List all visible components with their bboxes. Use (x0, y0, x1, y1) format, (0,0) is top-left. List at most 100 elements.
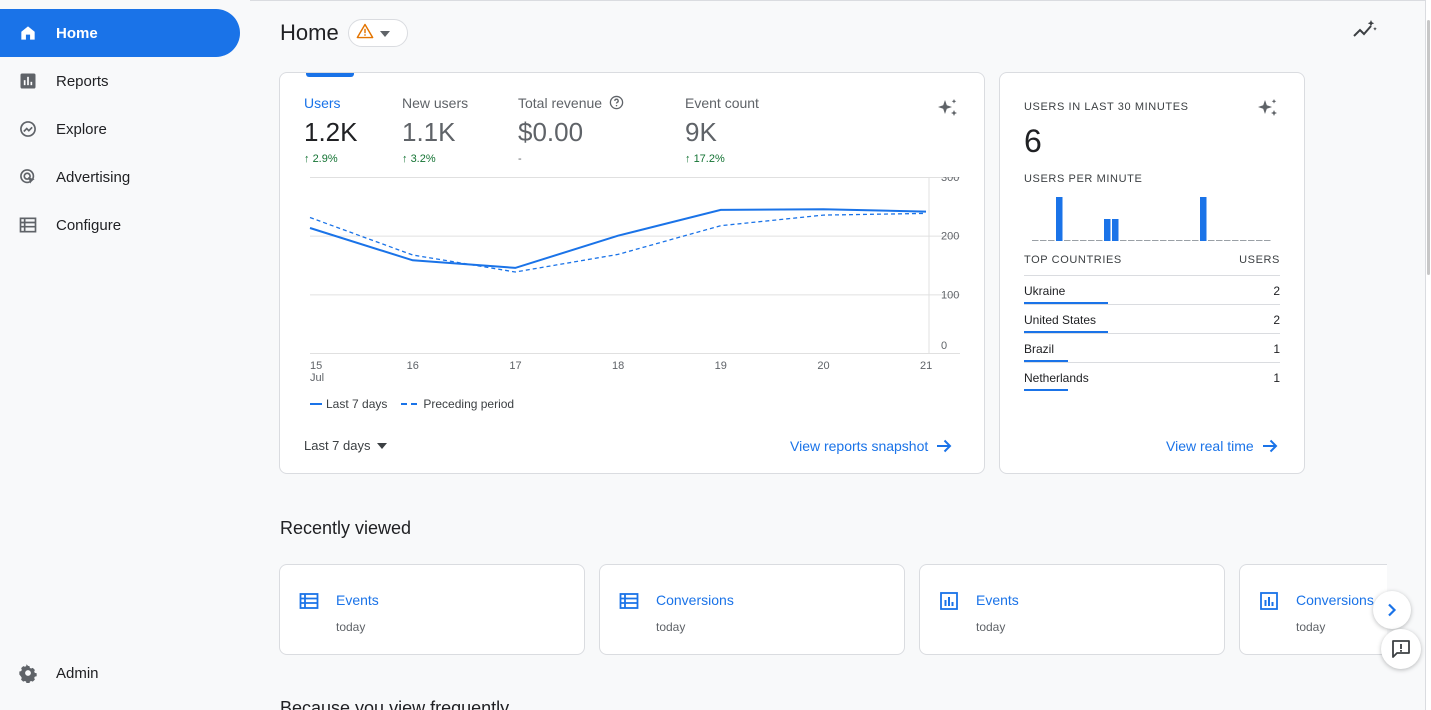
gear-icon (18, 663, 38, 683)
minute-bar[interactable] (1112, 219, 1119, 241)
minute-bar[interactable] (1152, 240, 1159, 241)
minute-bar[interactable] (1256, 240, 1263, 241)
minute-bar[interactable] (1168, 240, 1175, 241)
recent-item-title: Conversions (1296, 592, 1374, 608)
users-column-header: USERS (1239, 254, 1280, 266)
minute-bar[interactable] (1264, 240, 1271, 241)
minute-bar[interactable] (1160, 240, 1167, 241)
metric-label: Total revenue (518, 95, 624, 111)
legend-current: Last 7 days (326, 397, 388, 411)
view-real-time-link[interactable]: View real time (1166, 438, 1278, 454)
minute-bar[interactable] (1216, 240, 1223, 241)
nav-admin-label: Admin (56, 664, 99, 682)
minute-bar[interactable] (1120, 240, 1127, 241)
sparkle-insights-icon[interactable] (1256, 97, 1280, 121)
metric-total-revenue[interactable]: Total revenue $0.00 - (518, 95, 624, 165)
country-name: Netherlands (1024, 371, 1089, 385)
minute-bar[interactable] (1096, 240, 1103, 241)
nav-reports[interactable]: Reports (0, 57, 240, 105)
date-range-dropdown[interactable]: Last 7 days (304, 438, 387, 453)
legend-solid-swatch (310, 403, 322, 405)
arrow-up-icon: ↑ (685, 153, 691, 165)
nav-configure[interactable]: Configure (0, 201, 240, 249)
metric-users[interactable]: Users 1.2K ↑ 2.9% (304, 95, 358, 165)
minute-bar[interactable] (1056, 197, 1063, 241)
recent-item-card[interactable]: Conversions today (599, 564, 905, 655)
metric-delta-value: 3.2% (410, 153, 436, 165)
recent-item-card[interactable]: Events today (279, 564, 585, 655)
legend-previous: Preceding period (423, 397, 515, 411)
nav-admin[interactable]: Admin (0, 649, 240, 697)
minute-bar[interactable] (1192, 240, 1199, 241)
country-share-bar (1024, 331, 1109, 333)
date-range-label: Last 7 days (304, 438, 371, 453)
country-name: Brazil (1024, 342, 1055, 356)
arrow-up-icon: ↑ (402, 153, 408, 165)
sparkle-insights-icon[interactable] (936, 97, 960, 121)
caret-down-icon (380, 24, 390, 42)
help-icon[interactable] (609, 95, 624, 110)
carousel-next-button[interactable] (1373, 591, 1411, 629)
series-line-preceding-period (309, 212, 927, 273)
feedback-button[interactable] (1381, 629, 1421, 669)
minute-bar[interactable] (1184, 240, 1191, 241)
minute-bar[interactable] (1048, 240, 1055, 241)
x-tick-label: 18 (612, 360, 624, 372)
minute-bar[interactable] (1104, 219, 1111, 241)
y-tick-label: 100 (941, 289, 959, 301)
minute-bar[interactable] (1080, 240, 1087, 241)
minute-bar[interactable] (1064, 240, 1071, 241)
metric-delta-value: 2.9% (312, 153, 338, 165)
series-line-last-7-days (309, 208, 927, 269)
minute-bar[interactable] (1208, 240, 1215, 241)
nav-home[interactable]: Home (0, 9, 240, 57)
nav-advertising[interactable]: Advertising (0, 153, 240, 201)
metric-delta-value: 17.2% (693, 153, 725, 165)
property-warning-dropdown[interactable] (348, 19, 408, 47)
insights-icon (1353, 20, 1377, 37)
minute-bar[interactable] (1224, 240, 1231, 241)
minute-bar[interactable] (1032, 240, 1039, 241)
metric-label: New users (402, 95, 469, 111)
country-share-bar (1024, 389, 1068, 391)
metric-new-users[interactable]: New users 1.1K ↑ 3.2% (402, 95, 468, 165)
metric-event-count[interactable]: Event count 9K ↑ 17.2% (685, 95, 759, 165)
scrollbar-track[interactable] (1425, 0, 1431, 710)
minute-bar[interactable] (1248, 240, 1255, 241)
metric-label: Event count (685, 95, 759, 111)
recent-item-time: today (656, 620, 686, 634)
insights-button[interactable] (1352, 18, 1378, 42)
chevron-right-icon (1388, 603, 1397, 617)
minute-bar[interactable] (1144, 240, 1151, 241)
view-reports-snapshot-link[interactable]: View reports snapshot (790, 438, 952, 454)
selected-metric-indicator (306, 73, 354, 77)
minute-bar[interactable] (1232, 240, 1239, 241)
scrollbar-thumb[interactable] (1427, 20, 1430, 275)
minute-bar[interactable] (1240, 240, 1247, 241)
minute-bar[interactable] (1072, 240, 1079, 241)
country-share-bar (1024, 302, 1109, 304)
country-users: 2 (1273, 313, 1280, 327)
minute-bar[interactable] (1128, 240, 1135, 241)
minute-bar[interactable] (1088, 240, 1095, 241)
recent-item-time: today (976, 620, 1006, 634)
nav-explore[interactable]: Explore (0, 105, 240, 153)
recent-item-time: today (336, 620, 366, 634)
metric-value: 1.1K (402, 117, 456, 147)
users-per-minute-label: USERS PER MINUTE (1024, 173, 1143, 185)
bar-chart-icon (1260, 592, 1278, 610)
table-icon (619, 593, 639, 609)
country-name: Ukraine (1024, 284, 1066, 298)
y-tick-label: 200 (941, 231, 959, 243)
minute-bar[interactable] (1200, 197, 1207, 241)
recent-item-card[interactable]: Conversions today (1239, 564, 1387, 655)
minute-bar[interactable] (1040, 240, 1047, 241)
home-icon (18, 23, 38, 43)
x-tick-label: 19 (715, 360, 727, 372)
minute-bar[interactable] (1136, 240, 1143, 241)
minute-bar[interactable] (1176, 240, 1183, 241)
nav-home-label: Home (56, 24, 98, 42)
recent-item-card[interactable]: Events today (919, 564, 1225, 655)
country-users: 2 (1273, 284, 1280, 298)
metric-value: 9K (685, 117, 717, 147)
